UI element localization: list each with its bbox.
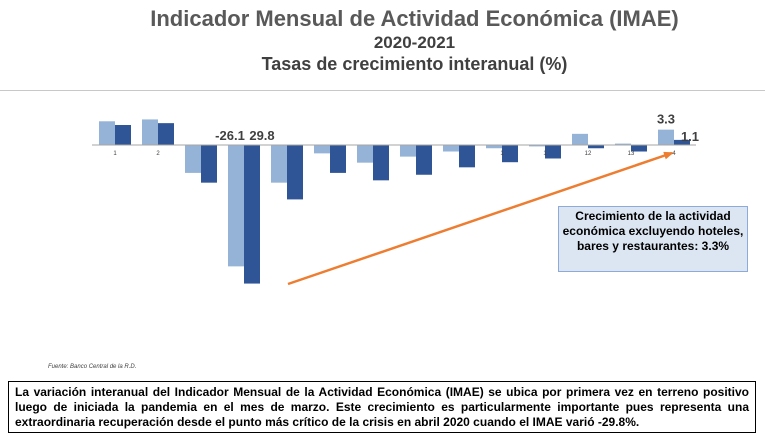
x-tick-label: 1	[543, 151, 547, 157]
top-divider	[0, 90, 765, 91]
data-label: 29.8	[249, 128, 274, 143]
bar-series1-14	[658, 129, 674, 145]
bar-series2-13	[631, 145, 647, 152]
chart-period: 2020-2021	[373, 33, 456, 52]
bar-series1-1	[99, 121, 115, 145]
bar-series2-9	[459, 145, 475, 168]
bar-series1-11	[529, 145, 545, 147]
x-tick-label: 4	[672, 151, 676, 157]
chart-subtitle: Tasas de crecimiento interanual (%)	[261, 54, 568, 74]
data-label: 1.1	[681, 129, 699, 144]
x-tick-label: 2	[156, 151, 160, 157]
bar-series1-3	[185, 145, 201, 173]
bar-series1-4	[228, 145, 244, 267]
bar-series1-5	[271, 145, 287, 183]
bar-series2-11	[545, 145, 561, 159]
trend-arrow	[287, 151, 674, 286]
callout-box: Crecimiento de la actividad económica ex…	[558, 206, 748, 272]
data-label: -26.1	[215, 128, 245, 143]
bar-series2-7	[373, 145, 389, 181]
x-tick-label: 13	[628, 151, 635, 157]
bar-series1-7	[357, 145, 373, 163]
x-tick-label: 1	[113, 151, 117, 157]
bar-series2-3	[201, 145, 217, 183]
bar-series1-6	[314, 145, 330, 154]
bar-series2-6	[330, 145, 346, 173]
bar-series1-9	[443, 145, 459, 152]
bar-series1-10	[486, 145, 502, 149]
bar-series2-10	[502, 145, 518, 163]
chart-title-block: Indicador Mensual de Actividad Económica…	[0, 6, 765, 76]
bar-series2-4	[244, 145, 260, 284]
data-label: 3.3	[657, 112, 675, 127]
bar-series2-14	[674, 139, 690, 145]
bar-series2-2	[158, 123, 174, 145]
chart-title: Indicador Mensual de Actividad Económica…	[150, 6, 679, 31]
bar-series1-13	[615, 143, 631, 145]
x-tick-label: 12	[585, 151, 592, 157]
bar-series1-8	[400, 145, 416, 157]
bar-chart: 1 2 1 1 12 13 4-26.1 29.83.31.1	[92, 112, 699, 286]
bar-series1-12	[572, 133, 588, 145]
bar-series2-5	[287, 145, 303, 200]
bar-series2-12	[588, 145, 604, 149]
bar-series2-8	[416, 145, 432, 175]
bar-series2-1	[115, 125, 131, 145]
x-tick-label: 1	[500, 151, 504, 157]
source-note: Fuente: Banco Central de la R.D.	[48, 364, 137, 370]
bar-series1-2	[142, 119, 158, 145]
explanation-box: La variación interanual del Indicador Me…	[8, 381, 756, 433]
